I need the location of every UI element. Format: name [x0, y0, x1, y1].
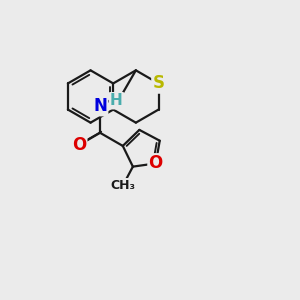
Text: S: S — [152, 74, 164, 92]
Text: H: H — [110, 93, 123, 108]
Text: N: N — [93, 97, 107, 115]
Text: O: O — [148, 154, 163, 172]
Text: O: O — [72, 136, 86, 154]
Text: CH₃: CH₃ — [110, 179, 135, 192]
